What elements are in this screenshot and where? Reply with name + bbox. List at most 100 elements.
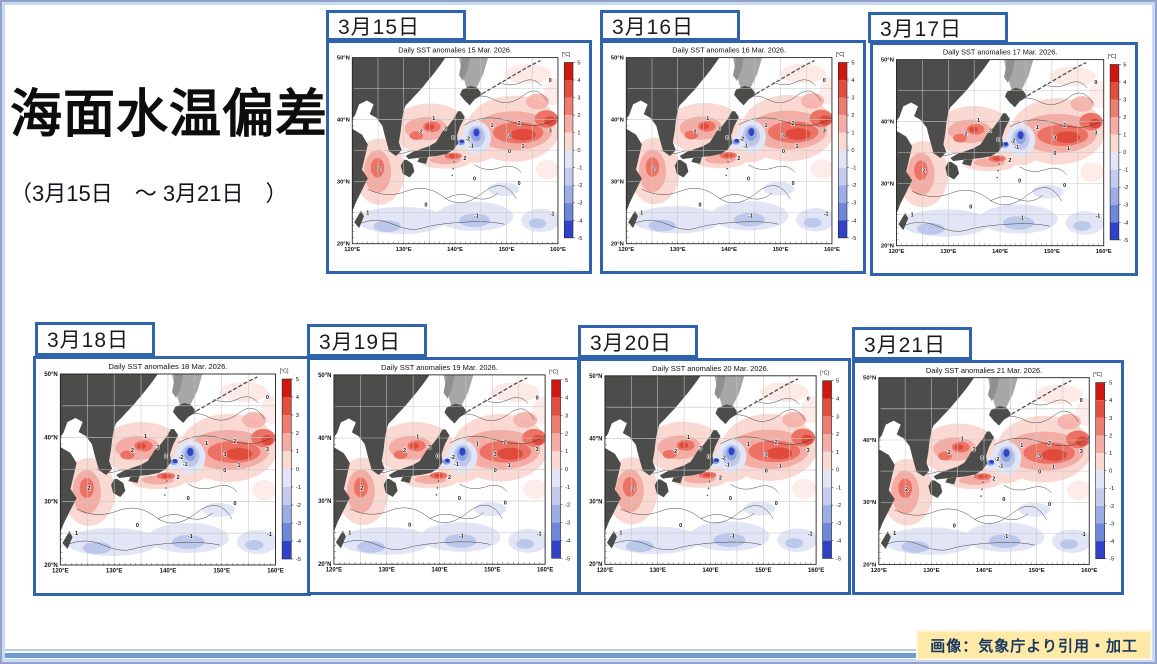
- colorbar-tick-label: 5: [836, 379, 839, 385]
- grid-lines: [604, 375, 817, 565]
- lat-tick-label: 30°N: [881, 182, 894, 188]
- lon-tick-label: 130°E: [379, 568, 395, 574]
- lat-tick-label: 50°N: [589, 374, 602, 380]
- lon-tick-label: 120°E: [618, 247, 634, 253]
- contour-value-label: 0: [164, 454, 167, 460]
- contour-value-label: 1: [687, 435, 690, 441]
- contour-value-label: 3: [823, 129, 826, 135]
- lon-tick-label: 130°E: [670, 247, 686, 253]
- colorbar-tick-label: 3: [577, 96, 580, 102]
- contour-value-label: -1: [267, 532, 272, 538]
- contour-value-label: 0: [1038, 470, 1041, 476]
- colorbar-tick-label: 4: [577, 78, 580, 84]
- contour-value-label: -2: [179, 455, 184, 461]
- colorbar-tick-label: 5: [1109, 381, 1112, 387]
- contour-value-label: 2: [87, 486, 90, 492]
- kuril-islands-chain: [1027, 61, 1087, 97]
- colorbar-tick-label: -1: [1109, 486, 1114, 492]
- contour-value-label: 3: [973, 447, 976, 453]
- lon-tick-label: 140°E: [431, 568, 447, 574]
- colorbar-unit: [°C]: [562, 52, 571, 58]
- contour-value-label: 2: [719, 475, 722, 481]
- contour-value-label: 1: [977, 118, 980, 124]
- map-title: Daily SST anomalies 19 Mar. 2026.: [381, 363, 498, 372]
- lon-tick-label: 140°E: [992, 249, 1008, 255]
- colorbar-tick-label: 1: [1123, 133, 1126, 139]
- lon-tick-label: 160°E: [537, 568, 553, 574]
- lat-tick-label: 30°N: [44, 499, 58, 505]
- colorbar-unit: [°C]: [1093, 372, 1102, 378]
- contour-value-label: 2: [504, 439, 507, 445]
- colorbar-tick-label: -4: [565, 538, 571, 544]
- contour-value-label: -1: [188, 534, 193, 540]
- contour-value-label: 3: [549, 129, 552, 135]
- contour-value-label: 1: [237, 463, 240, 469]
- colorbar-tick-label: 0: [851, 148, 854, 154]
- colorbar-tick-label: 1: [577, 131, 580, 137]
- contour-value-label: 1: [476, 441, 479, 447]
- contour-value-label: 0: [997, 137, 1000, 143]
- contour-value-label: 0: [408, 523, 411, 529]
- colorbar-tick-label: -5: [1109, 557, 1114, 563]
- contour-value-label: 0: [765, 469, 768, 475]
- colorbar-tick-label: -1: [296, 485, 301, 491]
- contour-value-label: -2: [465, 136, 470, 142]
- land-masses: [352, 57, 541, 229]
- contour-value-label: 1: [416, 434, 419, 440]
- contour-value-label: -1: [743, 143, 748, 149]
- lon-tick-label: 160°E: [808, 568, 824, 574]
- contour-value-label: 2: [131, 448, 134, 454]
- contour-value-label: 2: [792, 121, 795, 127]
- contour-value-label: 3: [444, 127, 447, 133]
- lon-tick-label: 150°E: [755, 568, 771, 574]
- colorbar-tick-label: -4: [1123, 220, 1128, 226]
- contour-value-label: 3: [765, 453, 768, 459]
- map-title: Daily SST anomalies 20 Mar. 2026.: [652, 364, 769, 373]
- contour-value-label: 3: [718, 127, 721, 133]
- colorbar-tick-label: 0: [836, 468, 839, 474]
- contour-value-label: -1: [1014, 145, 1019, 151]
- contour-value-label: 1: [522, 144, 525, 150]
- contour-value-label: 1: [1020, 443, 1023, 449]
- contour-value-label: 3: [428, 445, 431, 451]
- colorbar-tick-label: -3: [296, 521, 301, 527]
- lat-tick-label: 50°N: [318, 373, 331, 379]
- colorbar-tick-label: 2: [1123, 115, 1126, 121]
- colorbar: [°C] 5 4 3 2 1 0 -1 -2 -3 -4 -5: [836, 52, 857, 242]
- colorbar-tick-label: 2: [296, 431, 299, 437]
- colorbar-tick-label: -3: [1109, 521, 1114, 527]
- contour-value-label: 0: [1053, 151, 1056, 157]
- contour-value-label: 3: [223, 452, 226, 458]
- colorbar-tick-label: -5: [577, 236, 582, 242]
- colorbar-tick-label: 3: [851, 96, 854, 102]
- contour-value-label: 0: [775, 501, 778, 507]
- lon-tick-label: 160°E: [550, 247, 566, 253]
- colorbar-tick-label: 0: [565, 467, 568, 473]
- lat-tick-label: 30°N: [337, 180, 350, 186]
- sst-map: Daily SST anomalies 15 Mar. 2026.: [326, 40, 592, 274]
- contour-value-label: -1: [748, 213, 753, 219]
- contour-value-label: 1: [348, 531, 351, 537]
- contour-value-label: 0: [679, 523, 682, 529]
- colorbar-tick-label: 5: [565, 378, 568, 384]
- contour-value-label: 2: [463, 156, 466, 162]
- colorbar-tick-label: 1: [1109, 451, 1112, 457]
- contour-value-label: 1: [640, 210, 643, 216]
- colorbar-tick-label: 0: [1123, 150, 1126, 156]
- contour-value-label: 2: [652, 167, 655, 173]
- contour-value-label: 0: [504, 501, 507, 507]
- contour-value-label: 3: [807, 448, 810, 454]
- contour-value-label: -1: [725, 463, 730, 469]
- contour-value-label: 0: [792, 181, 795, 187]
- contour-value-label: 0: [953, 523, 956, 529]
- contour-value-label: -2: [739, 136, 744, 142]
- contour-value-label: 1: [706, 116, 709, 122]
- contour-value-label: 0: [266, 395, 269, 401]
- contour-value-label: 1: [366, 210, 369, 216]
- grid-lines: [333, 374, 546, 565]
- contour-value-label: 0: [707, 455, 710, 461]
